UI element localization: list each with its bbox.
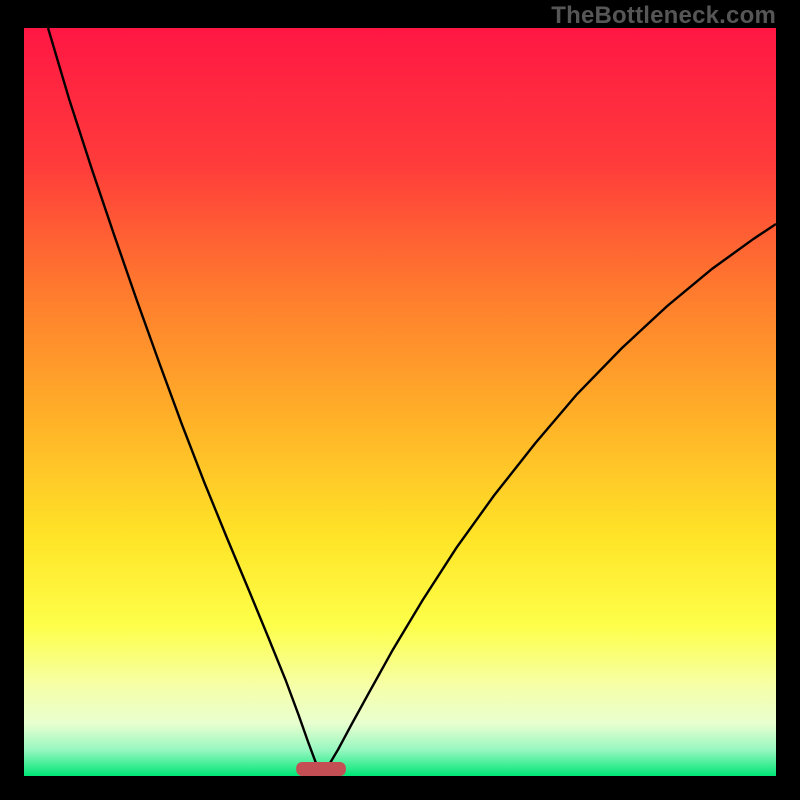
gradient-background xyxy=(24,28,776,776)
chart-frame: TheBottleneck.com xyxy=(0,0,800,800)
plot-area xyxy=(24,28,776,776)
watermark-text: TheBottleneck.com xyxy=(551,2,776,30)
border-right xyxy=(776,0,800,800)
optimal-marker xyxy=(296,762,346,776)
border-bottom xyxy=(0,776,800,800)
bottleneck-chart xyxy=(24,28,776,776)
border-left xyxy=(0,0,24,800)
